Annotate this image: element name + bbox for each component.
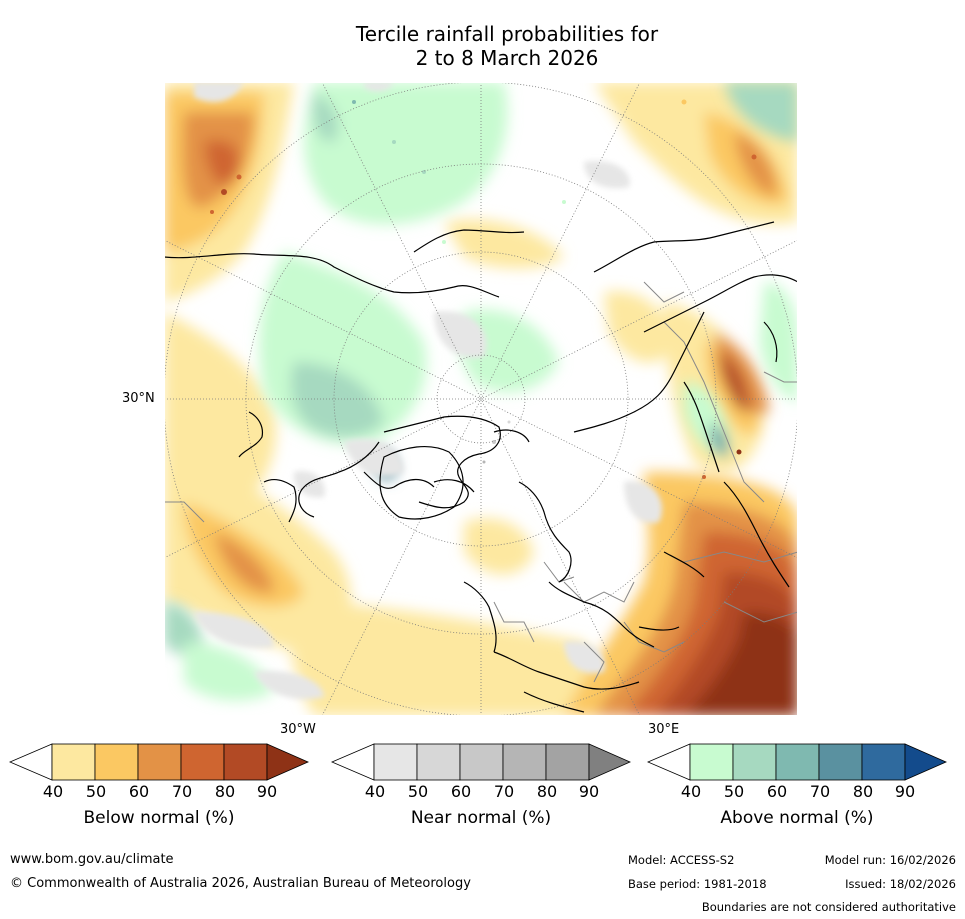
- coast-greenland: [379, 446, 464, 520]
- legend-tick: 40: [680, 782, 702, 801]
- graticule: [164, 82, 798, 716]
- coast-siberia-west: [573, 311, 705, 433]
- legend-near-normal-colorbar: [331, 743, 631, 781]
- coast-north-america-west: [238, 411, 264, 458]
- colorbar-segment: [861, 743, 906, 781]
- colorbar-extend-high: [266, 743, 309, 781]
- coast-japan: [763, 321, 778, 363]
- model-run-date: Model run: 16/02/2026: [824, 853, 956, 867]
- coast-greenland-outline-west: [363, 471, 435, 489]
- legend-below-normal-label: Below normal (%): [83, 808, 235, 828]
- legend-above-normal-label: Above normal (%): [720, 808, 874, 828]
- colorbar-segment: [373, 743, 418, 781]
- coast-china: [723, 481, 790, 588]
- colorbar-segment: [545, 743, 590, 781]
- website-link[interactable]: www.bom.gov.au/climate: [10, 852, 174, 867]
- legend-tick: 60: [128, 782, 150, 801]
- longitude-label-30w: 30°W: [280, 722, 316, 737]
- legend-tick: 50: [723, 782, 745, 801]
- colorbar-extend-high: [904, 743, 947, 781]
- rainfall-probability-map: [164, 82, 798, 716]
- coast-bering-north: [413, 229, 525, 253]
- colorbar-extend-low: [9, 743, 53, 781]
- map-title-line-1: Tercile rainfall probabilities for: [355, 22, 659, 46]
- coast-hudson-bay: [298, 441, 380, 518]
- lat-circle-60: [333, 251, 629, 547]
- latitude-label-30n: 30°N: [122, 391, 155, 406]
- coast-british-isles: [463, 581, 497, 653]
- legend-tick: 90: [894, 782, 916, 801]
- legend-tick: 40: [42, 782, 64, 801]
- colorbar-extend-high: [588, 743, 631, 781]
- coast-caspian: [663, 551, 705, 578]
- country-boundaries: [164, 281, 798, 683]
- coast-alaska: [164, 253, 500, 298]
- coast-chukotka: [593, 221, 775, 273]
- copyright-text: © Commonwealth of Australia 2026, Austra…: [10, 876, 471, 891]
- colorbar-segment: [502, 743, 547, 781]
- map-title-line-2: 2 to 8 March 2026: [415, 46, 599, 70]
- colorbar-segment: [732, 743, 777, 781]
- near-normal-areas: [194, 82, 663, 700]
- coast-iceland: [433, 479, 475, 493]
- legend-tick: 80: [536, 782, 558, 801]
- probability-fields: [164, 82, 798, 716]
- legend-tick: 50: [407, 782, 429, 801]
- legend-tick: 70: [493, 782, 515, 801]
- legend-tick: 80: [852, 782, 874, 801]
- legend-tick: 50: [85, 782, 107, 801]
- boundaries-disclaimer: Boundaries are not considered authoritat…: [701, 900, 956, 914]
- colorbar-extend-low: [647, 743, 691, 781]
- coast-north-africa: [523, 691, 585, 713]
- legend-tick: 70: [171, 782, 193, 801]
- legend-below-normal-colorbar: [9, 743, 309, 781]
- colorbar-segment: [459, 743, 504, 781]
- legend-above-normal-colorbar: [647, 743, 947, 781]
- legend-tick: 60: [450, 782, 472, 801]
- colorbar-segment: [180, 743, 225, 781]
- colorbar-segment: [94, 743, 139, 781]
- coast-black-sea: [638, 626, 680, 631]
- coastlines: [164, 221, 798, 713]
- coast-kamchatka: [683, 381, 720, 473]
- coast-scandinavia: [518, 481, 572, 583]
- colorbar-segment: [51, 743, 96, 781]
- base-period: Base period: 1981-2018: [628, 877, 767, 891]
- colorbar-segment: [416, 743, 461, 781]
- meridian-60e: [164, 239, 798, 559]
- legend-tick: 70: [809, 782, 831, 801]
- model-name: Model: ACCESS-S2: [628, 853, 735, 867]
- legend-near-normal-label: Near normal (%): [410, 808, 552, 828]
- legend-tick: 40: [364, 782, 386, 801]
- map-svg: [164, 82, 798, 716]
- below-normal-areas: [164, 82, 798, 716]
- longitude-label-30e: 30°E: [648, 722, 680, 737]
- colorbar-segment: [137, 743, 182, 781]
- legend-tick: 80: [214, 782, 236, 801]
- colorbar-extend-low: [331, 743, 375, 781]
- colorbar-segment: [775, 743, 820, 781]
- coast-baltic: [548, 581, 655, 648]
- colorbar-segment: [223, 743, 268, 781]
- issued-date: Issued: 18/02/2026: [845, 877, 956, 891]
- legend-tick: 90: [256, 782, 278, 801]
- coast-labrador: [263, 478, 297, 523]
- colorbar-segment: [818, 743, 863, 781]
- coast-svalbard: [493, 429, 530, 443]
- legend-tick: 90: [578, 782, 600, 801]
- coast-siberia-east: [643, 274, 798, 333]
- coast-canadian-archipelago: [383, 415, 501, 509]
- legend-tick: 60: [766, 782, 788, 801]
- coast-mediterranean-north: [493, 651, 640, 690]
- colorbar-segment: [689, 743, 734, 781]
